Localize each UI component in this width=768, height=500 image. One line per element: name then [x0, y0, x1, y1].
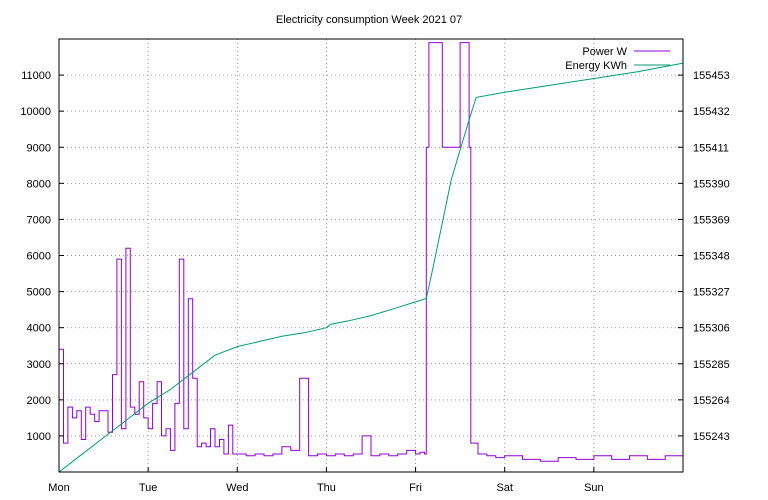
axis-tick-labels: 1000 2000 3000 4000 5000 6000 7000 8000 9000 1000…: [20, 70, 729, 494]
y2-tick-label: 155306: [693, 323, 730, 335]
grid-lines: [59, 39, 683, 472]
y-tick-label: 8000: [27, 178, 51, 190]
chart-title: Electricity consumption Week 2021 07: [276, 14, 462, 26]
x-tick-label: Thu: [317, 482, 336, 494]
legend-label: Power W: [582, 46, 627, 58]
y-tick-label: 7000: [27, 214, 51, 226]
y-tick-label: 11000: [21, 70, 51, 82]
y2-tick-label: 155285: [693, 359, 730, 371]
y-tick-label: 10000: [20, 106, 51, 118]
y-tick-label: 6000: [27, 251, 51, 263]
y2-tick-label: 155390: [693, 178, 730, 190]
series-layer: [58, 42, 684, 473]
series-line-power: [59, 42, 683, 462]
y-tick-label: 2000: [27, 395, 51, 407]
y2-tick-label: 155411: [693, 142, 729, 154]
y-tick-label: 9000: [27, 142, 51, 154]
x-tick-label: Tue: [139, 482, 158, 494]
x-tick-label: Fri: [409, 482, 422, 494]
y2-tick-label: 155243: [693, 431, 730, 443]
legend: Power W Energy KWh: [565, 46, 670, 72]
y-tick-label: 3000: [27, 359, 51, 371]
x-tick-label: Sun: [584, 482, 604, 494]
x-tick-label: Wed: [226, 482, 248, 494]
y2-tick-label: 155453: [693, 70, 730, 82]
legend-label: Energy KWh: [565, 60, 627, 72]
y2-tick-label: 155327: [693, 287, 730, 299]
y-tick-label: 5000: [27, 287, 51, 299]
y-tick-label: 1000: [27, 431, 51, 443]
y-tick-label: 4000: [27, 323, 51, 335]
y2-tick-label: 155432: [693, 106, 730, 118]
y2-tick-label: 155348: [693, 251, 730, 263]
y2-tick-label: 155369: [693, 214, 730, 226]
y2-tick-label: 155264: [693, 395, 730, 407]
series-line-energy: [58, 62, 684, 473]
x-tick-label: Sat: [496, 482, 513, 494]
x-tick-label: Mon: [48, 482, 69, 494]
